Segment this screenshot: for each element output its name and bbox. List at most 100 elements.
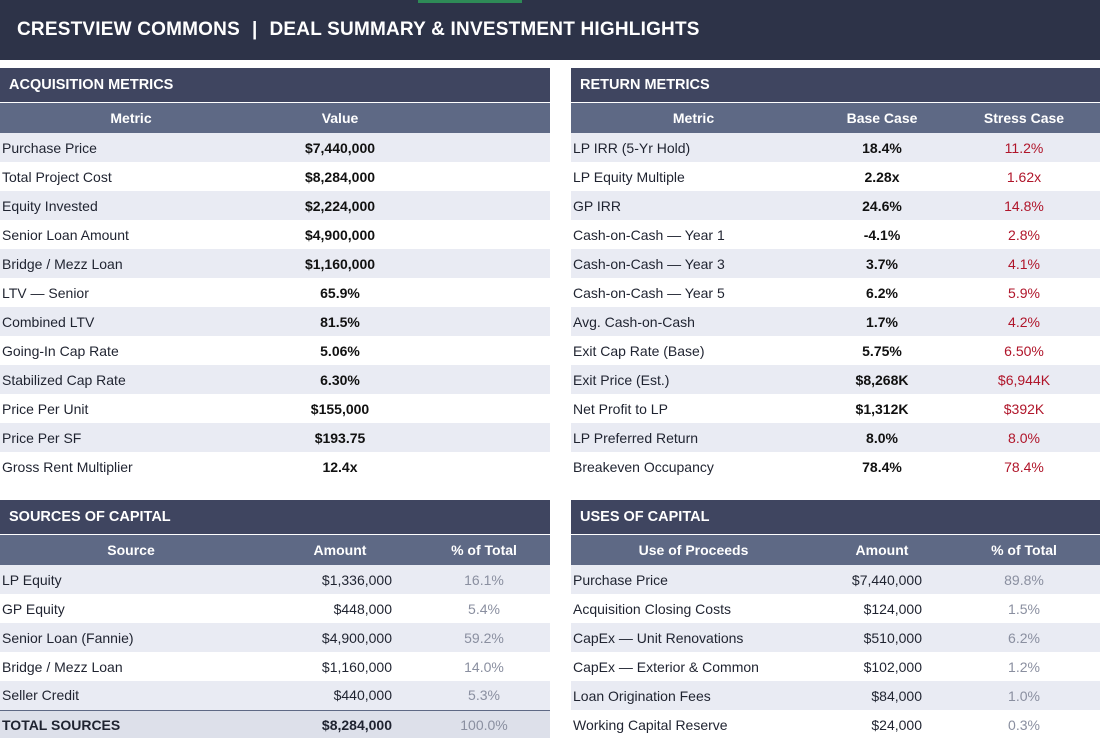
amt-cell: $124,000 bbox=[863, 600, 922, 617]
table-row: Bridge / Mezz Loan $1,160,000 bbox=[0, 249, 550, 278]
row-label: Purchase Price bbox=[0, 133, 262, 162]
column-header: Metric bbox=[0, 103, 262, 133]
column-header: Source bbox=[0, 535, 262, 565]
row-label: Going-In Cap Rate bbox=[2, 342, 119, 359]
returns-body: LP IRR (5-Yr Hold) 18.4% 11.2% LP Equity Mu… bbox=[571, 133, 1100, 481]
table-row: Bridge / Mezz Loan $1,160,000 14.0% bbox=[0, 652, 550, 681]
row-label: Exit Price (Est.) bbox=[571, 365, 816, 394]
pct-cell: 5.4% bbox=[468, 600, 500, 617]
stress-cell: 6.50% bbox=[1004, 342, 1044, 359]
column-header: Amount bbox=[816, 535, 948, 565]
panel-title: USES OF CAPITAL bbox=[571, 500, 1100, 534]
pct-cell: 100.0% bbox=[418, 709, 550, 738]
stress-cell: 11.2% bbox=[948, 133, 1100, 162]
amt-cell: $510,000 bbox=[816, 623, 948, 652]
column-header: Base Case bbox=[816, 103, 948, 133]
table-row: Exit Cap Rate (Base) 5.75% 6.50% bbox=[571, 336, 1100, 365]
row-label: Price Per Unit bbox=[2, 400, 89, 417]
pct-cell: 1.2% bbox=[1008, 658, 1040, 675]
val-cell: $193.75 bbox=[262, 423, 418, 452]
empty-cell bbox=[418, 452, 550, 481]
row-label: Cash-on-Cash — Year 3 bbox=[571, 249, 816, 278]
pct-cell: 6.2% bbox=[948, 623, 1100, 652]
sources-body: LP Equity $1,336,000 16.1% GP Equity $448,00… bbox=[0, 565, 550, 738]
stress-cell: 5.9% bbox=[1008, 284, 1040, 301]
table-header-row: Use of Proceeds Amount % of Total bbox=[571, 535, 1100, 565]
title-separator: | bbox=[251, 19, 258, 40]
row-label: LTV — Senior bbox=[2, 284, 89, 301]
empty-cell bbox=[418, 336, 550, 365]
table-row: Combined LTV 81.5% bbox=[0, 307, 550, 336]
val-cell: 24.6% bbox=[816, 191, 948, 220]
val-cell: 5.75% bbox=[862, 342, 902, 359]
row-label: Acquisition Closing Costs bbox=[573, 600, 731, 617]
table-row: Cash-on-Cash — Year 5 6.2% 5.9% bbox=[571, 278, 1100, 307]
amt-cell: $1,160,000 bbox=[321, 658, 392, 675]
val-cell: $8,284,000 bbox=[304, 168, 376, 185]
table-row: Net Profit to LP $1,312K $392K bbox=[571, 394, 1100, 423]
total-row: TOTAL SOURCES $8,284,000 100.0% bbox=[0, 709, 550, 738]
page-title-bar: CRESTVIEW COMMONS | DEAL SUMMARY & INVES… bbox=[0, 0, 1100, 60]
amt-cell: $448,000 bbox=[333, 600, 392, 617]
val-cell: $1,160,000 bbox=[262, 249, 418, 278]
row-label: Senior Loan (Fannie) bbox=[0, 623, 262, 652]
table-row: Seller Credit $440,000 5.3% bbox=[0, 681, 550, 710]
val-cell: 18.4% bbox=[816, 133, 948, 162]
val-cell: 5.06% bbox=[320, 342, 360, 359]
row-label: LP Preferred Return bbox=[571, 423, 816, 452]
row-label: CapEx — Unit Renovations bbox=[571, 623, 816, 652]
row-label: Stabilized Cap Rate bbox=[0, 365, 262, 394]
row-label: Cash-on-Cash — Year 5 bbox=[573, 284, 725, 301]
table-header-row: Metric Base Case Stress Case bbox=[571, 103, 1100, 133]
table-row: Price Per SF $193.75 bbox=[0, 423, 550, 452]
row-label: Breakeven Occupancy bbox=[573, 458, 714, 475]
pct-cell: 16.1% bbox=[418, 565, 550, 594]
empty-cell bbox=[418, 278, 550, 307]
stress-cell: 8.0% bbox=[948, 423, 1100, 452]
row-label: Loan Origination Fees bbox=[571, 681, 816, 710]
table-row: Cash-on-Cash — Year 3 3.7% 4.1% bbox=[571, 249, 1100, 278]
row-label: LP IRR (5-Yr Hold) bbox=[571, 133, 816, 162]
val-cell: 12.4x bbox=[322, 458, 358, 475]
val-cell: $155,000 bbox=[310, 400, 370, 417]
pct-cell: 14.0% bbox=[464, 658, 504, 675]
amt-cell: $102,000 bbox=[863, 658, 922, 675]
empty-cell bbox=[418, 249, 550, 278]
val-cell: 2.28x bbox=[864, 168, 900, 185]
row-label: CapEx — Exterior & Common bbox=[573, 658, 759, 675]
table-row: Exit Price (Est.) $8,268K $6,944K bbox=[571, 365, 1100, 394]
stress-cell: 4.1% bbox=[948, 249, 1100, 278]
table-row: Acquisition Closing Costs $124,000 1.5% bbox=[571, 594, 1100, 623]
amt-cell: $4,900,000 bbox=[262, 623, 418, 652]
val-cell: $2,224,000 bbox=[262, 191, 418, 220]
amt-cell: $8,284,000 bbox=[262, 709, 418, 738]
table-row: Cash-on-Cash — Year 1 -4.1% 2.8% bbox=[571, 220, 1100, 249]
val-cell: 78.4% bbox=[862, 458, 902, 475]
val-cell: $8,268K bbox=[816, 365, 948, 394]
column-header: Metric bbox=[571, 103, 816, 133]
val-cell: $1,312K bbox=[855, 400, 909, 417]
pct-cell: 89.8% bbox=[948, 565, 1100, 594]
column-header: Use of Proceeds bbox=[571, 535, 816, 565]
row-label: Equity Invested bbox=[0, 191, 262, 220]
pct-cell: 1.5% bbox=[1008, 600, 1040, 617]
column-header: Stress Case bbox=[948, 103, 1100, 133]
stress-cell: $6,944K bbox=[948, 365, 1100, 394]
pct-cell: 0.3% bbox=[1008, 716, 1040, 733]
row-label: Exit Cap Rate (Base) bbox=[573, 342, 705, 359]
pct-cell: 1.0% bbox=[948, 681, 1100, 710]
row-label: GP IRR bbox=[571, 191, 816, 220]
empty-cell bbox=[418, 423, 550, 452]
table-row: Gross Rent Multiplier 12.4x bbox=[0, 452, 550, 481]
empty-cell bbox=[418, 191, 550, 220]
panel-title: ACQUISITION METRICS bbox=[0, 68, 550, 102]
stress-cell: 78.4% bbox=[1004, 458, 1044, 475]
amt-cell: $24,000 bbox=[871, 716, 922, 733]
val-cell: 6.2% bbox=[866, 284, 898, 301]
val-cell: 1.7% bbox=[816, 307, 948, 336]
row-label: LP Equity bbox=[0, 565, 262, 594]
val-cell: 6.30% bbox=[262, 365, 418, 394]
column-header: Amount bbox=[262, 535, 418, 565]
stress-cell: 14.8% bbox=[948, 191, 1100, 220]
page-subtitle: DEAL SUMMARY & INVESTMENT HIGHLIGHTS bbox=[269, 19, 700, 40]
